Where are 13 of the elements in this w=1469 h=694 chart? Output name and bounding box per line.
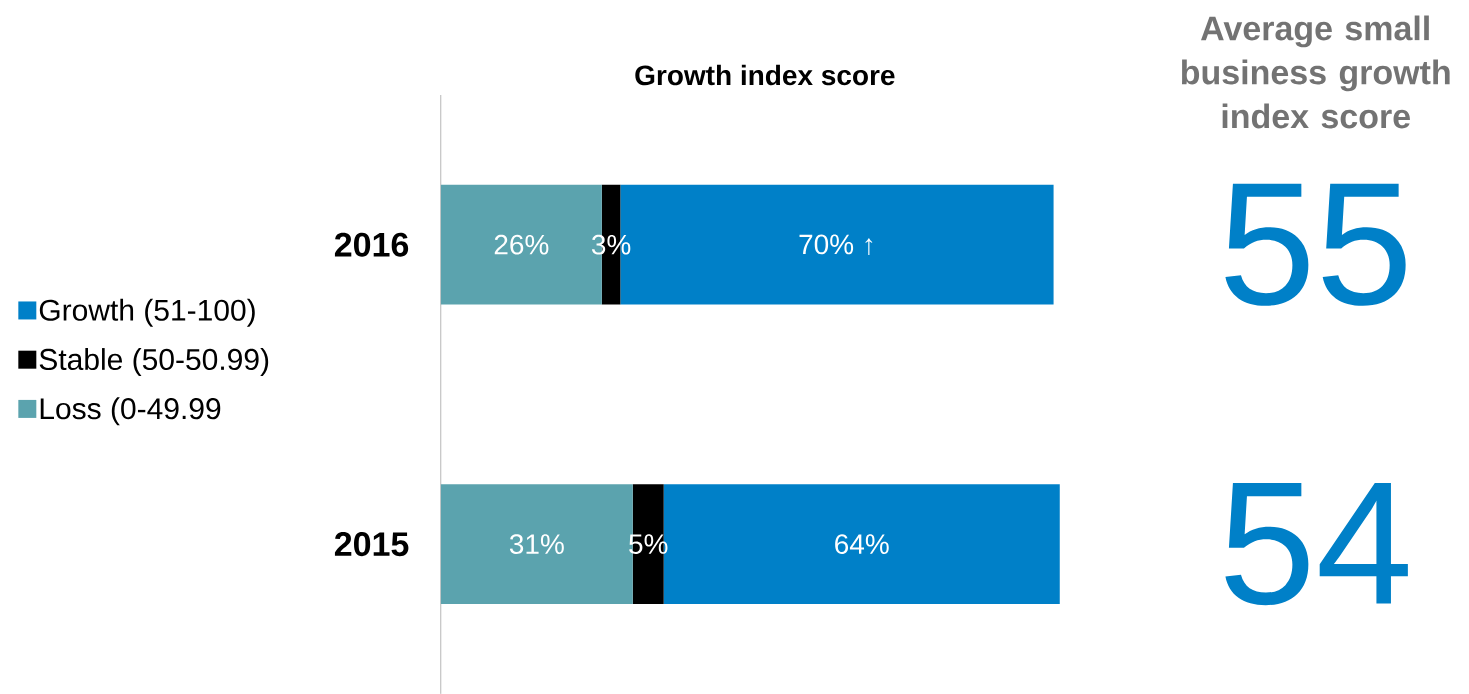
y-tick-label: 2015 bbox=[334, 531, 409, 556]
legend-label: Growth (51-100) bbox=[39, 298, 255, 327]
chart-title: Growth index score bbox=[635, 64, 895, 86]
data-label: 26% bbox=[494, 234, 549, 255]
y-tick-label: 2016 bbox=[334, 232, 409, 257]
legend-label: Loss (0-49.99 bbox=[40, 397, 221, 426]
text: 55 bbox=[1225, 183, 1406, 306]
text: Average small business growth index score bbox=[1181, 15, 1450, 129]
data-label: 64% bbox=[835, 534, 889, 554]
text: 54 bbox=[1225, 482, 1408, 605]
data-label: 31% bbox=[509, 534, 564, 554]
data-label: 70% ↑ bbox=[799, 234, 873, 255]
legend-label: Stable (50-50.99) bbox=[39, 347, 269, 376]
